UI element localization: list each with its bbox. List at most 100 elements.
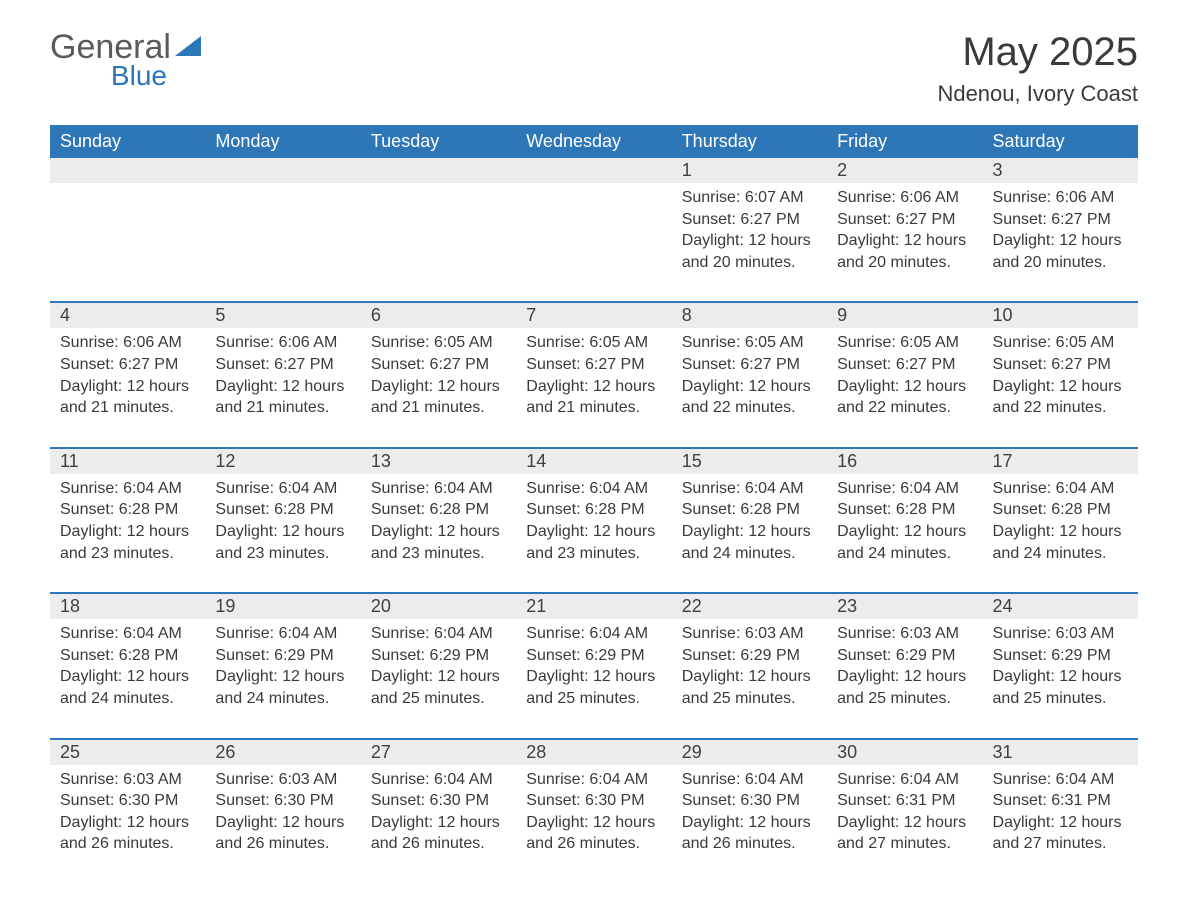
daynum-row: 25262728293031 xyxy=(50,739,1138,765)
daylight-line: Daylight: 12 hours and 25 minutes. xyxy=(371,666,506,709)
sunset-line: Sunset: 6:29 PM xyxy=(526,645,661,667)
day-number-cell: 26 xyxy=(205,739,360,765)
sunset-line: Sunset: 6:28 PM xyxy=(526,499,661,521)
sunrise-line: Sunrise: 6:03 AM xyxy=(60,769,195,791)
day-content-cell: Sunrise: 6:06 AMSunset: 6:27 PMDaylight:… xyxy=(50,328,205,447)
sunset-line: Sunset: 6:29 PM xyxy=(837,645,972,667)
day-content-cell xyxy=(516,183,671,302)
sunset-line: Sunset: 6:28 PM xyxy=(993,499,1128,521)
day-content-cell: Sunrise: 6:05 AMSunset: 6:27 PMDaylight:… xyxy=(361,328,516,447)
daylight-line: Daylight: 12 hours and 26 minutes. xyxy=(215,812,350,855)
day-content-cell: Sunrise: 6:03 AMSunset: 6:29 PMDaylight:… xyxy=(827,619,982,738)
day-number-cell: 21 xyxy=(516,593,671,619)
daynum-row: 123 xyxy=(50,158,1138,183)
day-number-cell: 3 xyxy=(983,158,1138,183)
day-number-cell: 25 xyxy=(50,739,205,765)
daylight-line: Daylight: 12 hours and 21 minutes. xyxy=(215,376,350,419)
daylight-line: Daylight: 12 hours and 23 minutes. xyxy=(60,521,195,564)
daylight-line: Daylight: 12 hours and 22 minutes. xyxy=(682,376,817,419)
sunset-line: Sunset: 6:27 PM xyxy=(837,354,972,376)
sunrise-line: Sunrise: 6:04 AM xyxy=(60,478,195,500)
day-number-cell: 8 xyxy=(672,302,827,328)
day-number-cell: 11 xyxy=(50,448,205,474)
day-number-cell: 22 xyxy=(672,593,827,619)
sunrise-line: Sunrise: 6:03 AM xyxy=(837,623,972,645)
sunset-line: Sunset: 6:29 PM xyxy=(993,645,1128,667)
sunset-line: Sunset: 6:30 PM xyxy=(682,790,817,812)
sunset-line: Sunset: 6:27 PM xyxy=(371,354,506,376)
weekday-header: Thursday xyxy=(672,125,827,158)
sunrise-line: Sunrise: 6:04 AM xyxy=(526,478,661,500)
sunrise-line: Sunrise: 6:03 AM xyxy=(682,623,817,645)
day-number-cell: 31 xyxy=(983,739,1138,765)
day-content-cell xyxy=(205,183,360,302)
day-number-cell: 13 xyxy=(361,448,516,474)
weekday-header: Monday xyxy=(205,125,360,158)
day-content-cell xyxy=(50,183,205,302)
sunrise-line: Sunrise: 6:04 AM xyxy=(526,769,661,791)
day-number-cell: 23 xyxy=(827,593,982,619)
sunset-line: Sunset: 6:28 PM xyxy=(682,499,817,521)
sunrise-line: Sunrise: 6:05 AM xyxy=(993,332,1128,354)
day-content-cell: Sunrise: 6:05 AMSunset: 6:27 PMDaylight:… xyxy=(827,328,982,447)
location-label: Ndenou, Ivory Coast xyxy=(937,81,1138,107)
daylight-line: Daylight: 12 hours and 21 minutes. xyxy=(526,376,661,419)
sunrise-line: Sunrise: 6:04 AM xyxy=(215,478,350,500)
daynum-row: 18192021222324 xyxy=(50,593,1138,619)
weekday-header: Tuesday xyxy=(361,125,516,158)
daylight-line: Daylight: 12 hours and 26 minutes. xyxy=(526,812,661,855)
day-content-row: Sunrise: 6:04 AM Sunset: 6:28 PM Daylight:… xyxy=(50,619,1138,738)
sunset-line: Sunset: 6:28 PM xyxy=(60,645,195,667)
day-content-cell: Sunrise: 6:03 AMSunset: 6:30 PMDaylight:… xyxy=(205,765,360,865)
day-content-cell: Sunrise: 6:04 AMSunset: 6:28 PMDaylight:… xyxy=(983,474,1138,593)
day-content-row: Sunrise: 6:03 AMSunset: 6:30 PMDaylight:… xyxy=(50,765,1138,865)
day-number-cell: 16 xyxy=(827,448,982,474)
weekday-header-row: Sunday Monday Tuesday Wednesday Thursday… xyxy=(50,125,1138,158)
sunrise-line: Sunrise: 6:04 AM xyxy=(526,623,661,645)
sunset-line: Sunset: 6:28 PM xyxy=(837,499,972,521)
sunrise-line: Sunrise: 6:06 AM xyxy=(215,332,350,354)
sunset-line: Sunset: 6:31 PM xyxy=(837,790,972,812)
sunrise-line: Sunrise: 6:04 AM xyxy=(682,478,817,500)
day-number-cell: 19 xyxy=(205,593,360,619)
day-number-cell: 28 xyxy=(516,739,671,765)
brand-logo: GeneralBlue xyxy=(50,30,201,92)
sunset-line: Sunset: 6:28 PM xyxy=(60,499,195,521)
sunrise-line: Sunrise: 6:05 AM xyxy=(837,332,972,354)
sunset-line: Sunset: 6:29 PM xyxy=(682,645,817,667)
day-content-cell: Sunrise: 6:04 AMSunset: 6:30 PMDaylight:… xyxy=(672,765,827,865)
day-number-cell: 14 xyxy=(516,448,671,474)
daylight-line: Daylight: 12 hours and 22 minutes. xyxy=(837,376,972,419)
daylight-line: Daylight: 12 hours and 23 minutes. xyxy=(526,521,661,564)
daylight-line: Daylight: 12 hours and 25 minutes. xyxy=(526,666,661,709)
flag-icon xyxy=(175,36,201,56)
sunset-line: Sunset: 6:29 PM xyxy=(371,645,506,667)
daylight-line: Daylight: 12 hours and 24 minutes. xyxy=(993,521,1128,564)
day-content-row: Sunrise: 6:04 AMSunset: 6:28 PMDaylight:… xyxy=(50,474,1138,593)
sunrise-line: Sunrise: 6:03 AM xyxy=(215,769,350,791)
day-number-cell: 10 xyxy=(983,302,1138,328)
daylight-line: Daylight: 12 hours and 27 minutes. xyxy=(993,812,1128,855)
day-content-cell xyxy=(361,183,516,302)
day-content-cell: Sunrise: 6:04 AMSunset: 6:29 PMDaylight:… xyxy=(205,619,360,738)
day-content-cell: Sunrise: 6:04 AMSunset: 6:28 PMDaylight:… xyxy=(205,474,360,593)
daylight-line: Daylight: 12 hours and 21 minutes. xyxy=(60,376,195,419)
sunrise-line: Sunrise: 6:05 AM xyxy=(682,332,817,354)
daylight-line: Daylight: 12 hours and 25 minutes. xyxy=(682,666,817,709)
daylight-line: Daylight: 12 hours and 24 minutes. xyxy=(215,666,350,709)
day-number-cell: 1 xyxy=(672,158,827,183)
day-content-cell: Sunrise: 6:04 AMSunset: 6:29 PMDaylight:… xyxy=(516,619,671,738)
daylight-line: Daylight: 12 hours and 23 minutes. xyxy=(371,521,506,564)
daynum-row: 11121314151617 xyxy=(50,448,1138,474)
day-content-cell: Sunrise: 6:04 AMSunset: 6:29 PMDaylight:… xyxy=(361,619,516,738)
weekday-header: Wednesday xyxy=(516,125,671,158)
day-content-cell: Sunrise: 6:05 AMSunset: 6:27 PMDaylight:… xyxy=(983,328,1138,447)
day-content-cell: Sunrise: 6:04 AMSunset: 6:28 PMDaylight:… xyxy=(516,474,671,593)
sunset-line: Sunset: 6:28 PM xyxy=(215,499,350,521)
sunrise-line: Sunrise: 6:04 AM xyxy=(371,769,506,791)
day-content-cell: Sunrise: 6:03 AMSunset: 6:30 PMDaylight:… xyxy=(50,765,205,865)
daylight-line: Daylight: 12 hours and 26 minutes. xyxy=(682,812,817,855)
daylight-line: Daylight: 12 hours and 21 minutes. xyxy=(371,376,506,419)
daylight-line: Daylight: 12 hours and 22 minutes. xyxy=(993,376,1128,419)
sunrise-line: Sunrise: 6:07 AM xyxy=(682,187,817,209)
